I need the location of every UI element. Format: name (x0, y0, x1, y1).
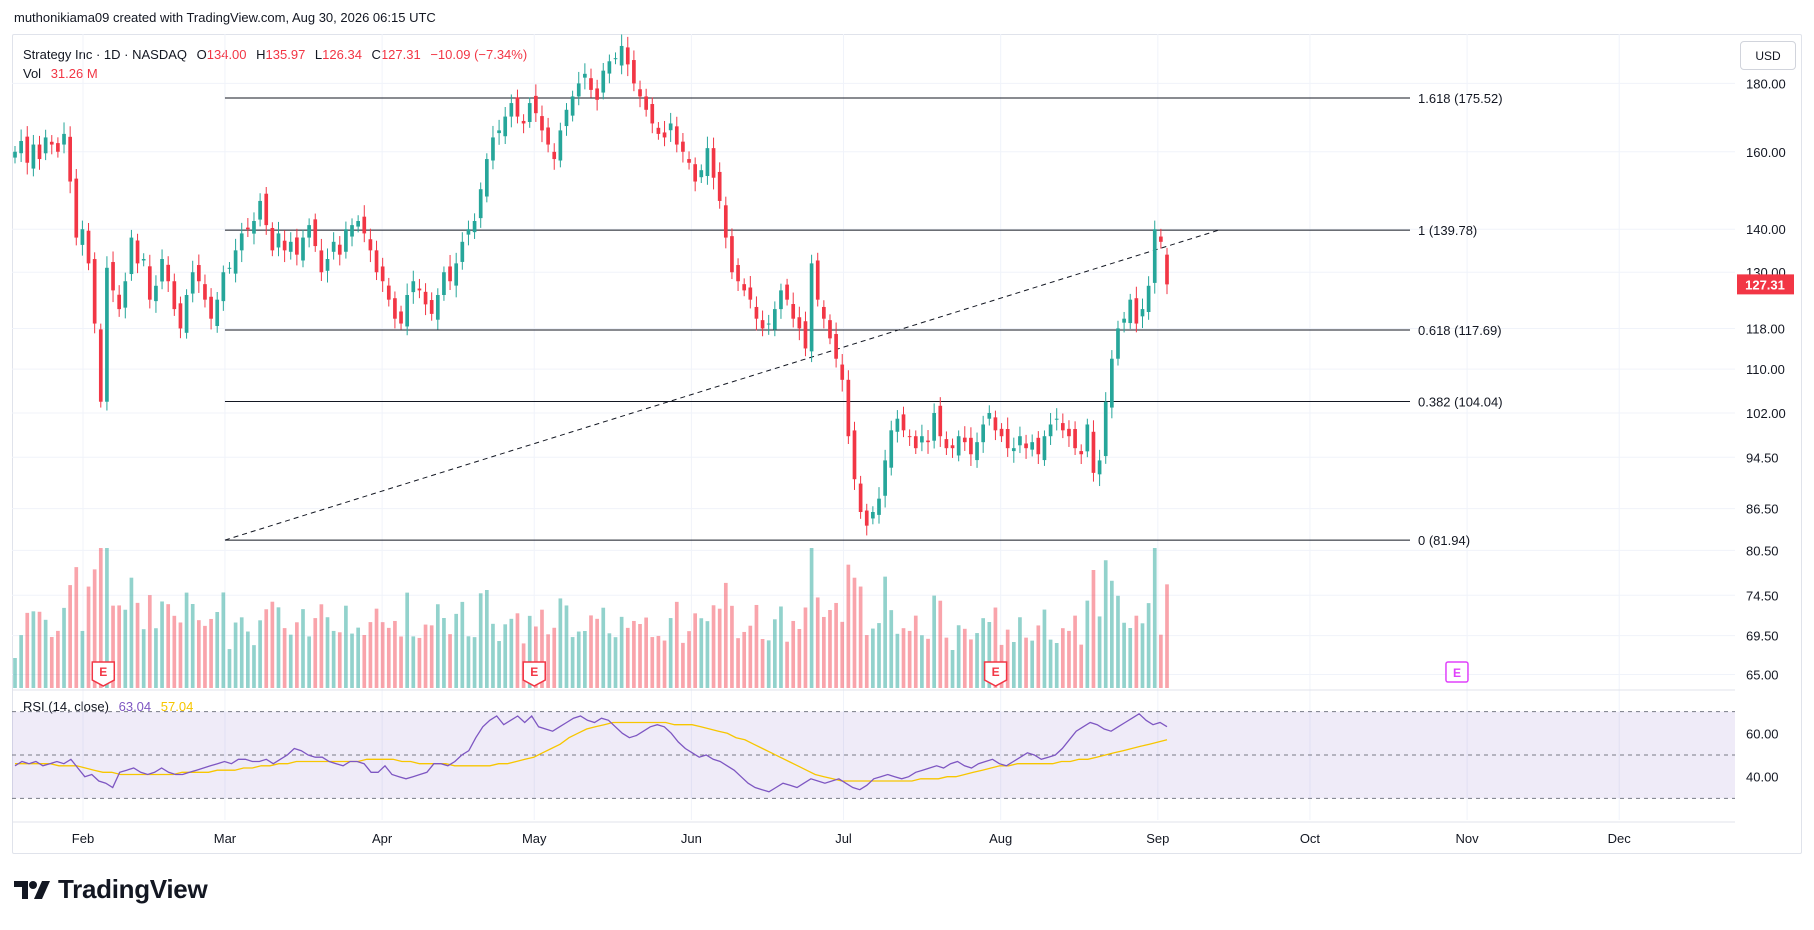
volume-value: 31.26 M (50, 66, 98, 81)
rsi-ma-value: 57.04 (160, 699, 194, 714)
close-label: C (371, 47, 381, 62)
chart-frame (12, 34, 1802, 854)
rsi-legend: RSI (14, close) 63.04 57.04 (23, 699, 193, 714)
currency-button[interactable]: USD (1740, 41, 1796, 70)
tradingview-brand: TradingView (58, 874, 208, 904)
volume-label[interactable]: Vol (23, 66, 42, 81)
open-label: O (196, 47, 207, 62)
change-value: −10.09 (−7.34%) (430, 47, 528, 62)
tradingview-logo[interactable]: TradingView (14, 874, 208, 905)
close-value: 127.31 (380, 47, 421, 62)
chart-attribution: muthonikiama09 created with TradingView.… (14, 10, 436, 25)
high-value: 135.97 (265, 47, 306, 62)
symbol-name[interactable]: Strategy Inc · 1D · NASDAQ (23, 47, 187, 62)
open-value: 134.00 (206, 47, 247, 62)
ohlc-legend: Strategy Inc · 1D · NASDAQ O134.00 H135.… (23, 45, 527, 83)
low-label: L (314, 47, 323, 62)
rsi-label[interactable]: RSI (14, close) (23, 699, 109, 714)
high-label: H (256, 47, 266, 62)
rsi-value: 63.04 (118, 699, 152, 714)
low-value: 126.34 (322, 47, 362, 62)
tradingview-logo-icon (14, 880, 50, 899)
